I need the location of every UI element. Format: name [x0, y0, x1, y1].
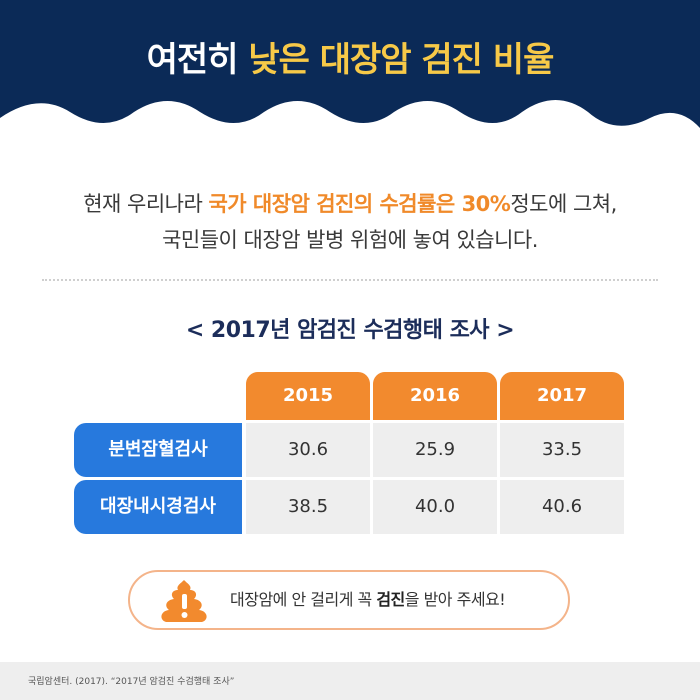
header-banner: 여전히 낮은 대장암 검진 비율: [0, 0, 700, 150]
table-cell: 40.6: [500, 480, 624, 534]
footer: 국립암센터. (2017). “2017년 암검진 수검행태 조사”: [0, 662, 700, 700]
intro-line-1: 현재 우리나라 국가 대장암 검진의 수검률은 30%정도에 그쳐,: [0, 186, 700, 222]
year-header-2017: 2017: [500, 372, 624, 420]
table-cell: 40.0: [373, 480, 497, 534]
poop-warning-icon: [161, 580, 207, 622]
survey-title: < 2017년 암검진 수검행태 조사 >: [185, 318, 515, 343]
intro-line-2: 국민들이 대장암 발병 위험에 놓여 있습니다.: [162, 228, 538, 252]
notice-pill: 대장암에 안 걸리게 꼭 검진을 받아 주세요!: [128, 570, 570, 630]
notice-text-a: 대장암에 안 걸리게 꼭: [230, 590, 377, 609]
row-label-fobt: 분변잠혈검사: [74, 423, 242, 477]
intro-line1-c: 정도에 그쳐,: [510, 192, 617, 216]
title-highlight: 낮은 대장암 검진 비율: [248, 40, 554, 80]
intro-line1-highlight: 국가 대장암 검진의 수검률은 30%: [208, 192, 511, 216]
row-label-colonoscopy: 대장내시경검사: [74, 480, 242, 534]
table-cell: 30.6: [246, 423, 370, 477]
intro-text: 현재 우리나라 국가 대장암 검진의 수검률은 30%정도에 그쳐, 국민들이 …: [0, 186, 700, 258]
table-cell: 25.9: [373, 423, 497, 477]
table-cell: 38.5: [246, 480, 370, 534]
page-title: 여전히 낮은 대장암 검진 비율: [0, 32, 700, 81]
notice-text-bold: 검진: [376, 590, 405, 609]
intro-line1-a: 현재 우리나라: [83, 192, 209, 216]
title-white: 여전히: [146, 40, 249, 80]
year-header-2016: 2016: [373, 372, 497, 420]
notice-text: 대장암에 안 걸리게 꼭 검진을 받아 주세요!: [230, 572, 506, 628]
dotted-divider: [42, 279, 658, 281]
table-cell: 33.5: [500, 423, 624, 477]
source-citation: 국립암센터. (2017). “2017년 암검진 수검행태 조사”: [28, 677, 235, 687]
year-header-2015: 2015: [246, 372, 370, 420]
wave-background: [0, 0, 700, 128]
notice-text-c: 을 받아 주세요!: [404, 590, 506, 609]
